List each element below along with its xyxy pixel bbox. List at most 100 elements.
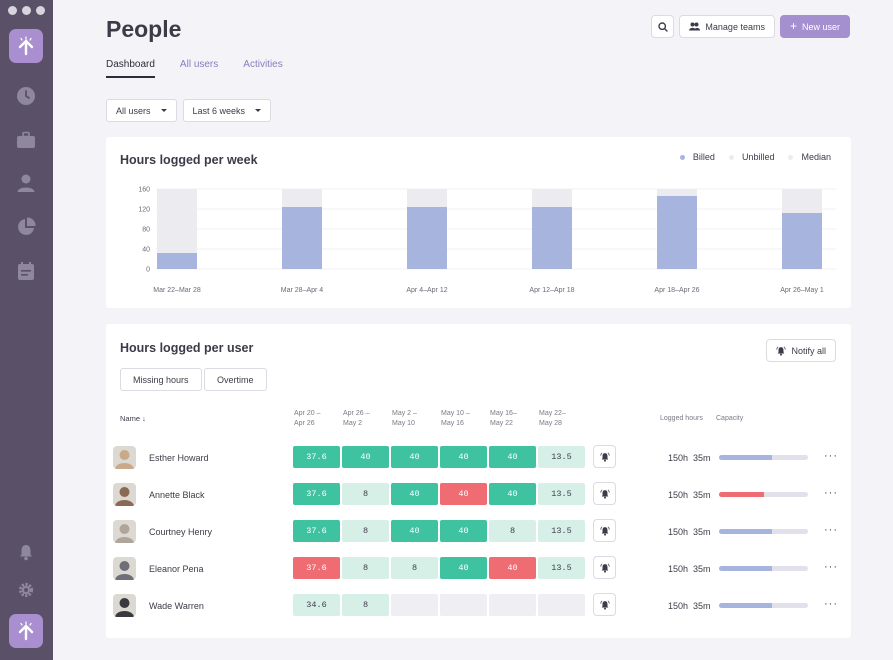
hours-cell[interactable]: 40	[391, 483, 438, 505]
hours-cell[interactable]: 37.6	[293, 446, 340, 468]
profile-logo-icon[interactable]	[9, 614, 43, 648]
notify-user-button[interactable]	[593, 445, 616, 468]
hours-cell[interactable]: 13.5	[538, 557, 585, 579]
person-icon[interactable]	[14, 171, 38, 195]
hours-cell[interactable]: 13.5	[538, 483, 585, 505]
tab-activities[interactable]: Activities	[243, 59, 283, 70]
period-filter-select[interactable]: Last 6 weeks	[182, 99, 272, 122]
hours-cell[interactable]: 8	[342, 557, 389, 579]
week-header-line2: May 22	[490, 420, 513, 427]
billed-swatch	[679, 154, 685, 160]
bar-unbilled[interactable]	[157, 189, 197, 253]
hours-cell[interactable]: 8	[489, 520, 536, 542]
hours-cell[interactable]: 8	[342, 594, 389, 616]
hours-cell[interactable]: 37.6	[293, 557, 340, 579]
hours-cell[interactable]: 13.5	[538, 520, 585, 542]
week-column-header: May 22– May 28	[539, 409, 566, 429]
bell-icon[interactable]	[14, 540, 38, 564]
bar-billed[interactable]	[532, 207, 572, 269]
avatar[interactable]	[113, 594, 136, 617]
hours-cell[interactable]: 40	[391, 446, 438, 468]
hours-cell[interactable]: 40	[391, 520, 438, 542]
notify-user-button[interactable]	[593, 556, 616, 579]
hours-cell[interactable]: 8	[391, 557, 438, 579]
row-more-menu-icon[interactable]: ···	[824, 561, 838, 573]
hours-cell[interactable]: 40	[489, 446, 536, 468]
notify-user-button[interactable]	[593, 519, 616, 542]
avatar[interactable]	[113, 520, 136, 543]
hours-cell[interactable]: 37.6	[293, 483, 340, 505]
x-tick-label: Apr 12–Apr 18	[529, 287, 574, 294]
hours-cell[interactable]: 8	[342, 483, 389, 505]
row-more-menu-icon[interactable]: ···	[824, 598, 838, 610]
plus-icon: +	[789, 19, 797, 33]
missing-hours-filter[interactable]: Missing hours	[120, 368, 202, 391]
name-column-header[interactable]: Name ↓	[120, 414, 146, 424]
row-more-menu-icon[interactable]: ···	[824, 450, 838, 462]
maximize-window-icon[interactable]	[36, 6, 45, 15]
hours-cell[interactable]: 40	[489, 483, 536, 505]
user-name[interactable]: Wade Warren	[149, 601, 204, 611]
row-more-menu-icon[interactable]: ···	[824, 524, 838, 536]
avatar[interactable]	[113, 446, 136, 469]
bar-billed[interactable]	[282, 207, 322, 269]
hours-cell[interactable]: 40	[440, 446, 487, 468]
user-name[interactable]: Annette Black	[149, 490, 205, 500]
user-name[interactable]: Esther Howard	[149, 453, 209, 463]
search-button[interactable]	[651, 15, 675, 38]
bar-billed[interactable]	[657, 196, 697, 269]
minimize-window-icon[interactable]	[22, 6, 31, 15]
avatar[interactable]	[113, 557, 136, 580]
bar-unbilled[interactable]	[657, 189, 697, 196]
week-header-line1: May 2 –	[392, 410, 417, 417]
bar-billed[interactable]	[407, 207, 447, 269]
notify-user-button[interactable]	[593, 593, 616, 616]
briefcase-icon[interactable]	[14, 128, 38, 152]
y-tick-label: 0	[146, 267, 150, 274]
user-name[interactable]: Eleanor Pena	[149, 564, 204, 574]
row-more-menu-icon[interactable]: ···	[824, 487, 838, 499]
hours-cell[interactable]: 40	[489, 557, 536, 579]
hours-cell[interactable]: 13.5	[538, 446, 585, 468]
close-window-icon[interactable]	[8, 6, 17, 15]
logged-hours-value: 150h 35m	[668, 490, 711, 500]
hours-cell[interactable]	[538, 594, 585, 616]
search-icon	[658, 21, 668, 32]
users-filter-select[interactable]: All users	[106, 99, 177, 122]
bar-unbilled[interactable]	[782, 189, 822, 213]
avatar[interactable]	[113, 483, 136, 506]
hours-cell[interactable]	[391, 594, 438, 616]
manage-teams-button[interactable]: Manage teams	[679, 15, 775, 38]
gear-icon[interactable]	[14, 578, 38, 602]
hours-cell[interactable]: 8	[342, 520, 389, 542]
hours-cell[interactable]: 40	[440, 520, 487, 542]
y-tick-label: 40	[142, 247, 150, 254]
bell-alert-icon	[599, 526, 610, 536]
notify-user-button[interactable]	[593, 482, 616, 505]
hours-cell[interactable]	[440, 594, 487, 616]
overtime-filter[interactable]: Overtime	[204, 368, 267, 391]
hours-cell[interactable]: 40	[440, 557, 487, 579]
pie-chart-icon[interactable]	[14, 215, 38, 239]
week-header-line2: May 2	[343, 420, 363, 427]
app-logo-icon[interactable]	[9, 29, 43, 63]
bar-unbilled[interactable]	[532, 189, 572, 207]
tab-dashboard[interactable]: Dashboard	[106, 59, 155, 78]
tab-all-users[interactable]: All users	[179, 59, 219, 70]
calendar-icon[interactable]	[14, 259, 38, 283]
bar-unbilled[interactable]	[407, 189, 447, 207]
hours-cell[interactable]: 40	[440, 483, 487, 505]
capacity-bar-fill	[719, 455, 773, 460]
hours-cell[interactable]: 40	[342, 446, 389, 468]
hours-cell[interactable]: 34.6	[293, 594, 340, 616]
user-name[interactable]: Courtney Henry	[149, 527, 213, 537]
bar-unbilled[interactable]	[282, 189, 322, 207]
bar-billed[interactable]	[782, 213, 822, 269]
hours-cell[interactable]	[489, 594, 536, 616]
new-user-button[interactable]: + New user	[779, 15, 850, 38]
notify-all-button[interactable]: Notify all	[766, 339, 836, 362]
hours-cell[interactable]: 37.6	[293, 520, 340, 542]
bar-billed[interactable]	[157, 253, 197, 269]
chevron-down-icon	[255, 109, 262, 112]
clock-icon[interactable]	[14, 84, 38, 108]
